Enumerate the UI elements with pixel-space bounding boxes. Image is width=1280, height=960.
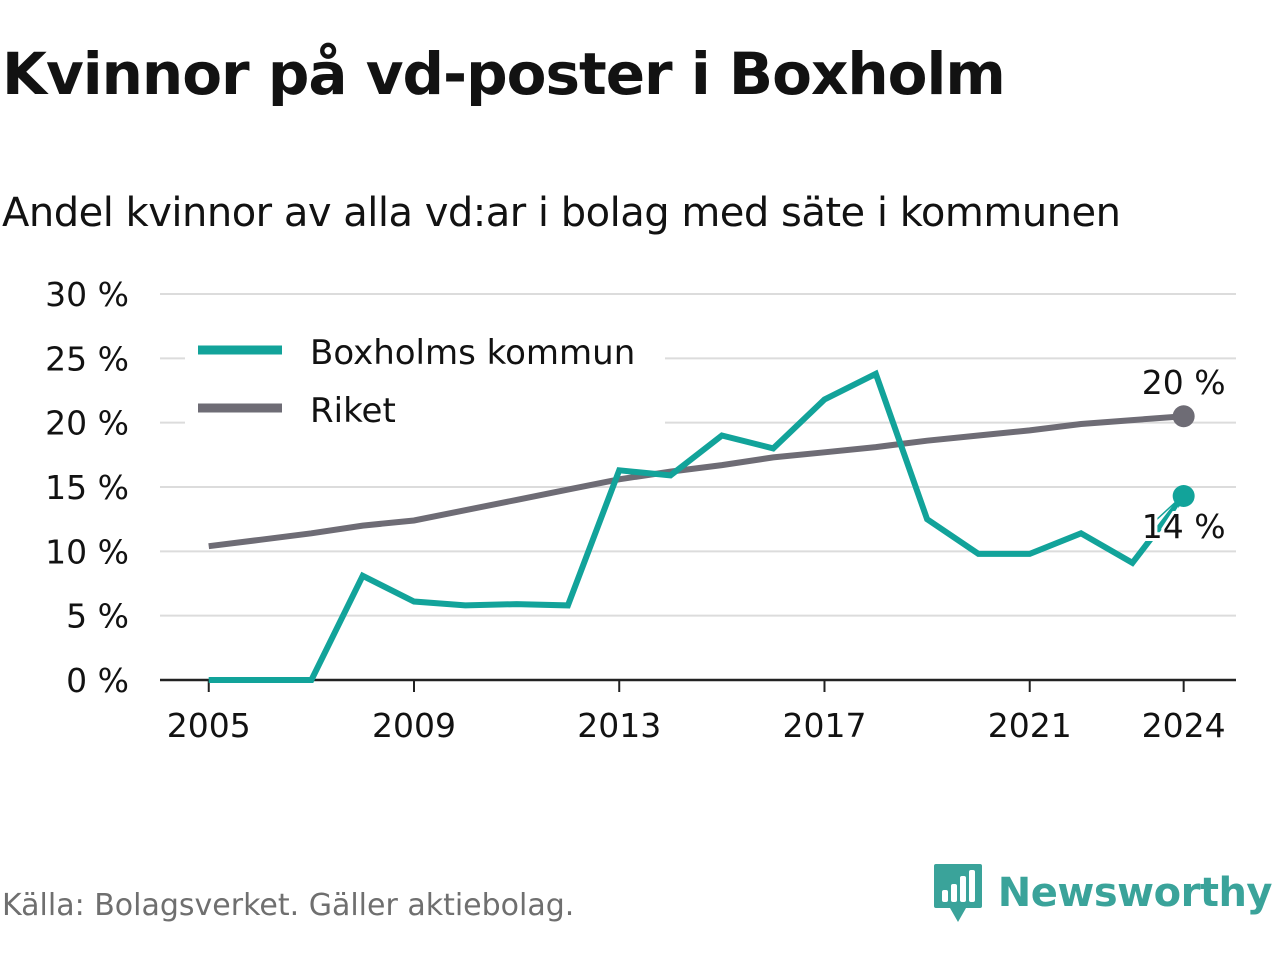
chart-subtitle: Andel kvinnor av alla vd:ar i bolag med … — [2, 190, 1121, 236]
chart-title: Kvinnor på vd-poster i Boxholm — [2, 40, 1006, 108]
series-lines — [208, 369, 1195, 683]
x-tick-label: 2021 — [988, 706, 1072, 745]
source-note: Källa: Bolagsverket. Gäller aktiebolag. — [2, 888, 575, 923]
y-tick-label: 0 % — [66, 661, 129, 700]
y-tick-label: 10 % — [45, 532, 129, 571]
series-line-boxholm — [208, 369, 1187, 683]
x-tick-label: 2013 — [577, 706, 661, 745]
x-tick-label: 2017 — [782, 706, 866, 745]
y-tick-label: 5 % — [66, 597, 129, 636]
x-tick-label: 2009 — [372, 706, 456, 745]
series-end-point-boxholm — [1172, 485, 1195, 508]
y-axis-ticks: 0 % 5 % 10 % 15 % 20 % 25 % 30 % — [45, 275, 129, 700]
y-tick-label: 20 % — [45, 404, 129, 443]
newsworthy-logo-icon — [933, 864, 982, 922]
y-tick-label: 25 % — [45, 339, 129, 378]
end-label-leader-boxholm — [1149, 501, 1177, 527]
legend-label-boxholm: Boxholms kommun — [310, 333, 635, 373]
series-end-point-riket — [1172, 405, 1195, 428]
end-label-riket: 20 % — [1142, 363, 1226, 402]
brand-name: Newsworthy — [997, 870, 1273, 916]
brand-logo: Newsworthy — [932, 862, 1273, 924]
end-labels: 20 % 14 % — [1139, 363, 1229, 549]
line-chart: 0 %5 %10 %15 %20 %25 %30 % 2005 2009 2013 2… — [45, 275, 1236, 745]
x-axis: 2005 2009 2013 2017 2021 2024 — [160, 678, 1236, 745]
y-tick-label: 15 % — [45, 468, 129, 507]
legend: Boxholms kommun Riket — [185, 332, 665, 431]
legend-label-riket: Riket — [310, 391, 396, 431]
series-line-riket — [208, 413, 1184, 550]
end-label-boxholm: 14 % — [1142, 507, 1226, 546]
x-tick-label: 2005 — [167, 706, 251, 745]
y-tick-label: 30 % — [45, 275, 129, 314]
x-tick-label: 2024 — [1142, 706, 1226, 745]
